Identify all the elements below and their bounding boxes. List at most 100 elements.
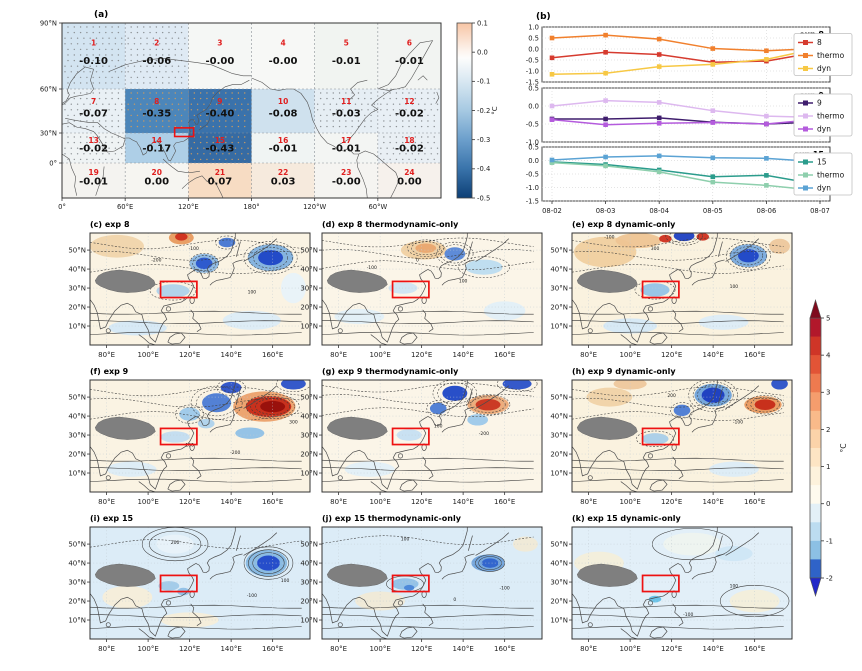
stipple-dot [149,97,151,100]
stipple-dot [345,125,347,128]
stipple-dot [83,109,85,111]
stipple-dot [143,54,145,56]
stipple-dot [414,120,417,122]
stipple-dot [165,103,167,105]
coastline [209,380,236,413]
coastline [322,269,429,343]
stipple-dot [383,120,385,122]
stipple-dot [155,82,158,84]
map-panel-d: 0 100 -100 80°E 100°E 120°E 140°E 160°E 50°N 40°N… [300,232,543,359]
stipple-dot [86,76,88,79]
coastline [322,416,429,490]
stipple-dot [370,97,372,100]
stipple-dot [86,31,88,34]
stipple-dot [168,114,170,117]
x-tick-label: 160°E [494,351,515,359]
stipple-dot [73,114,75,117]
stipple-dot [427,97,429,100]
stipple-dot [161,125,164,128]
coastline [475,385,510,409]
tibetan-plateau [94,563,156,587]
stipple-dot [143,125,145,128]
stipple-dot [67,125,69,128]
stipple-dot [364,114,366,117]
stipple-dot [114,37,117,39]
contour-ring [634,280,676,300]
coastline [235,535,241,551]
stipple-dot [399,153,401,155]
stipple-dot [111,82,113,84]
stipple-dot [231,120,233,122]
maps-colorbar: 5 4 3 2 1 0 -1 -2 °C [809,298,848,598]
target-region-box [159,427,198,446]
contour-line [322,457,534,462]
cell-number: 13 [88,136,98,145]
coastline [138,334,156,345]
stipple-dot [237,158,240,161]
stipple-dot [111,59,113,62]
stipple-dot [383,125,385,128]
stipple-dot [436,103,439,105]
stipple-dot [212,97,214,100]
colorbar-band [810,373,821,393]
contour-line [90,331,302,336]
x-tick-label: 160°E [494,498,515,506]
stipple-dot [392,103,395,105]
tibetan-plateau [94,416,156,440]
stipple-dot [117,92,120,94]
colorbar-tick-label: 0 [826,500,830,508]
stipple-dot [136,59,139,62]
stipple-dot [121,153,123,155]
stipple-dot [140,65,142,67]
stipple-dot [105,97,107,100]
stipple-dot [95,65,98,67]
stipple-dot [180,92,183,94]
stipple-dot [98,82,101,84]
stipple-dot [225,141,227,144]
sri-lanka-outline [587,622,593,628]
stipple-dot [64,153,66,155]
y-tick-label: 60°N [40,85,57,93]
contour-line [322,407,534,418]
sri-lanka-outline [337,475,343,481]
stipple-dot [383,114,385,117]
cell-number: 21 [215,168,225,177]
stipple-dot [383,158,385,161]
stipple-dot [98,54,101,56]
stipple-dot [383,97,385,100]
stipple-dot [212,125,214,128]
stipple-dot [111,92,113,94]
x-tick-label: 160°E [744,351,765,359]
stipple-dot [92,158,94,161]
stipple-dot [70,147,72,149]
legend-marker [803,185,808,191]
stipple-dot [332,120,334,122]
series-line-dyn [551,47,821,76]
coastline [691,406,725,433]
stipple-dot [222,147,224,149]
stipple-dot [247,103,249,105]
cell-number: 14 [152,136,162,145]
map-panel-k: 100 -100 80°E 100°E 120°E 140°E 160°E 50°N 40°N 3… [550,526,793,653]
x-tick-label: 140°E [220,498,241,506]
stipple-dot [168,31,170,34]
cell-value: -0.07 [79,108,108,119]
stipple-dot [105,136,107,138]
anomaly-blob [754,399,776,410]
x-tick-label: 140°E [702,645,723,653]
stipple-dot [108,103,110,105]
stipple-dot [326,125,328,128]
y-tick-label: -1.0 [526,67,539,75]
x-tick-label: 80°E [98,351,115,359]
cell-value: -0.01 [269,144,298,155]
colorbar-tick-label: -0.4 [477,165,490,173]
stipple-dot [143,26,145,28]
legend-box [793,93,853,137]
colorbar-tick-label: 1 [826,463,830,471]
x-tick-label: 160°E [744,498,765,506]
coastline [235,241,241,257]
coastline [251,77,359,155]
series-marker [710,174,716,179]
stipple-dot [92,120,94,122]
